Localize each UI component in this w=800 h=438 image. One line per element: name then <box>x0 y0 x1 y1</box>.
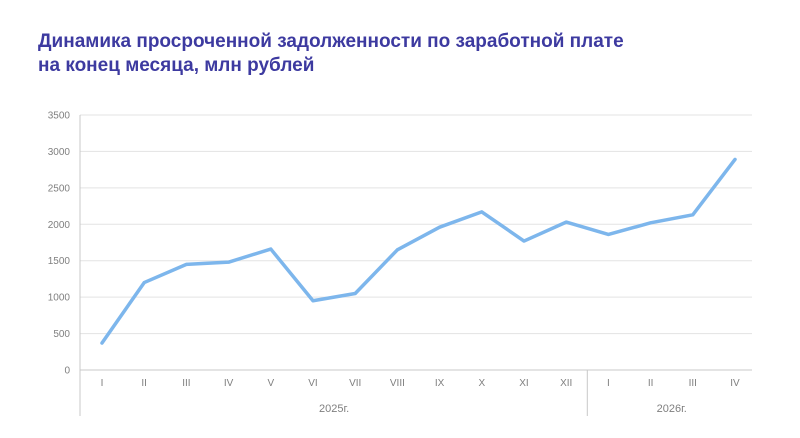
group-label: 2025г. <box>319 403 349 415</box>
data-point <box>395 248 399 252</box>
y-axis: 0 500 1000 1500 2000 2500 3000 3500 <box>48 111 81 377</box>
series-line-0 <box>100 157 737 345</box>
x-tick-label: X <box>478 378 485 389</box>
data-point <box>142 281 146 285</box>
data-point <box>269 247 273 251</box>
x-tick-label: IV <box>224 378 234 389</box>
data-point <box>733 157 737 161</box>
x-tick-label: XI <box>519 378 528 389</box>
chart-title-line-1: Динамика просроченной задолженности по з… <box>38 31 624 52</box>
x-tick-label: I <box>607 378 610 389</box>
x-tick-label: II <box>141 378 147 389</box>
x-tick-label: XII <box>560 378 572 389</box>
gridlines <box>80 114 752 371</box>
x-tick-label: VIII <box>390 378 405 389</box>
group-label: 2026г. <box>657 403 687 415</box>
data-point <box>227 260 231 264</box>
x-tick-label: II <box>648 378 654 389</box>
chart-title-line-2: на конец месяца, млн рублей <box>38 55 315 76</box>
data-point <box>606 232 610 236</box>
data-point <box>480 210 484 214</box>
y-tick-label: 500 <box>53 329 70 340</box>
x-tick-label: VI <box>308 378 317 389</box>
y-tick-label: 3000 <box>48 147 71 158</box>
series-layer <box>100 157 737 345</box>
data-point <box>311 299 315 303</box>
x-tick-label: VII <box>349 378 361 389</box>
x-tick-label: IV <box>730 378 740 389</box>
y-tick-label: 3500 <box>48 111 71 122</box>
y-tick-label: 1000 <box>48 293 71 304</box>
x-tick-label: III <box>182 378 190 389</box>
data-point <box>691 213 695 217</box>
x-tick-label: III <box>689 378 697 389</box>
data-point <box>649 221 653 225</box>
data-point <box>184 262 188 266</box>
x-tick-label: IX <box>435 378 445 389</box>
data-point <box>353 292 357 295</box>
data-point <box>522 239 526 243</box>
x-tick-label: V <box>267 378 274 389</box>
y-tick-label: 1500 <box>48 256 71 267</box>
data-point <box>564 220 568 224</box>
data-point <box>438 225 442 229</box>
x-tick-label: I <box>101 378 104 389</box>
x-axis-groups: 2025г. 2026г. <box>79 370 687 416</box>
data-point <box>100 341 104 345</box>
y-tick-label: 2500 <box>48 183 71 194</box>
y-tick-label: 2000 <box>48 220 71 231</box>
chart-title: Динамика просроченной задолженности по з… <box>38 30 624 78</box>
y-tick-label: 0 <box>64 366 70 377</box>
x-axis: I II III IV V VI VII VIII IX X XI XII I II III IV <box>101 378 740 389</box>
